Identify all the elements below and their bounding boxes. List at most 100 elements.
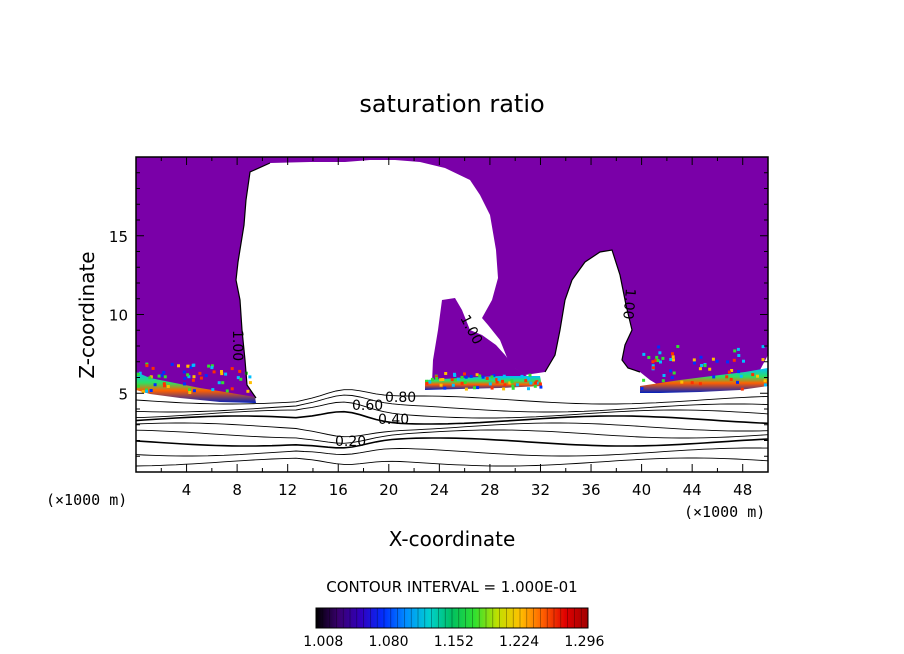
supersat-speckle <box>726 360 729 364</box>
contour-line <box>136 401 768 419</box>
supersat-speckle <box>230 367 234 371</box>
colorbar-tick-label: 1.224 <box>499 634 539 650</box>
contour-label: 0.60 <box>352 398 383 414</box>
chart-title: saturation ratio <box>359 90 544 118</box>
supersat-speckle <box>503 383 507 387</box>
contour-line <box>136 410 768 425</box>
supersat-speckle <box>239 377 243 381</box>
supersat-speckle <box>157 374 161 378</box>
contour-line <box>136 457 768 467</box>
colorbar-ticks: 1.008 1.080 1.152 1.224 1.296 <box>303 608 604 650</box>
x-tick-label: 28 <box>480 481 499 499</box>
contour-lines <box>136 389 768 467</box>
supersat-speckle <box>210 364 214 368</box>
supersat-speckle <box>187 375 191 379</box>
supersat-speckle <box>529 381 533 385</box>
colorbar: 1.008 1.080 1.152 1.224 1.296 <box>303 607 604 650</box>
supersat-band-right <box>640 368 768 393</box>
supersat-speckle <box>136 372 140 376</box>
supersat-speckle <box>188 388 191 392</box>
supersat-speckle <box>524 379 528 383</box>
supersat-speckle <box>456 377 460 381</box>
supersat-speckle <box>463 380 467 384</box>
supersat-speckle <box>693 361 696 365</box>
supersat-speckle <box>751 373 755 377</box>
supersat-speckle <box>145 364 149 368</box>
supersat-speckle <box>651 364 655 368</box>
supersat-speckle <box>698 382 702 386</box>
supersat-speckle <box>220 372 224 376</box>
supersat-speckle <box>703 364 707 368</box>
x-tick-label: 44 <box>683 481 702 499</box>
supersat-speckle <box>463 372 466 376</box>
supersat-speckle <box>651 366 655 370</box>
x-tick-label: 36 <box>581 481 600 499</box>
contour-line <box>136 447 768 457</box>
supersat-speckle <box>453 374 457 377</box>
supersat-speckle <box>492 374 496 378</box>
supersat-speckle <box>460 381 464 385</box>
supersat-speckle <box>497 377 501 381</box>
supersat-speckle <box>672 371 676 375</box>
supersat-speckle <box>439 383 443 387</box>
supersat-speckle <box>439 378 443 382</box>
y-axis-label: Z-coordinate <box>75 251 99 378</box>
supersat-speckle <box>188 391 192 394</box>
supersat-speckle <box>191 363 195 367</box>
supersat-speckle <box>647 356 651 359</box>
supersat-speckle <box>476 386 480 390</box>
x-axis-unit: (×1000 m) <box>684 503 765 521</box>
supersat-speckle <box>736 347 740 351</box>
x-axis-label: X-coordinate <box>389 527 516 551</box>
supersat-speckle <box>481 375 485 379</box>
x-tick-label: 24 <box>430 481 449 499</box>
supersat-speckle <box>212 370 216 374</box>
supersat-speckle <box>441 378 445 381</box>
supersat-speckle <box>444 372 448 375</box>
supersat-speckle <box>163 375 167 379</box>
supersat-speckle <box>207 364 211 368</box>
supersat-speckle <box>478 374 482 378</box>
supersat-speckle <box>443 386 447 390</box>
supersat-speckle <box>198 371 202 375</box>
supersat-speckle <box>220 370 223 373</box>
supersat-speckle <box>733 349 737 353</box>
supersat-speckle <box>217 381 221 385</box>
supersat-speckle <box>464 375 468 379</box>
supersat-speckle <box>669 369 672 373</box>
y-tick-label: 15 <box>109 228 128 246</box>
supersat-speckle <box>662 374 666 377</box>
y-axis-unit: (×1000 m) <box>46 491 127 509</box>
supersat-speckle <box>464 387 468 391</box>
contour-line <box>136 429 768 444</box>
supersat-speckle <box>642 352 646 356</box>
supersat-speckle <box>224 372 228 376</box>
supersat-speckle <box>539 385 543 389</box>
colorbar-tick-label: 1.152 <box>434 634 474 650</box>
supersat-speckle <box>246 389 250 393</box>
supersat-speckle <box>763 379 767 383</box>
supersat-speckle <box>732 358 736 362</box>
supersat-speckle <box>511 384 515 388</box>
supersat-speckle <box>428 380 432 384</box>
y-tick-label: 5 <box>118 385 128 403</box>
supersat-speckle <box>485 377 489 380</box>
contour-1-00-boundary <box>235 162 271 399</box>
colorbar-tick-label: 1.008 <box>303 634 343 650</box>
supersat-speckle <box>453 378 457 382</box>
contour-label: 0.20 <box>335 434 366 450</box>
supersat-speckle <box>186 364 190 368</box>
supersat-speckle <box>451 383 455 387</box>
supersat-speckle <box>655 355 659 359</box>
x-tick-label: 48 <box>733 481 752 499</box>
supersat-speckle <box>141 390 145 394</box>
supersat-speckle <box>727 370 731 374</box>
supersat-speckle <box>661 379 665 383</box>
supersat-speckle <box>676 345 680 348</box>
contour-line <box>136 437 768 449</box>
supersat-speckle <box>654 359 658 363</box>
supersat-speckle <box>761 345 765 349</box>
supersat-speckle <box>170 362 174 366</box>
supersat-speckle <box>495 378 499 382</box>
